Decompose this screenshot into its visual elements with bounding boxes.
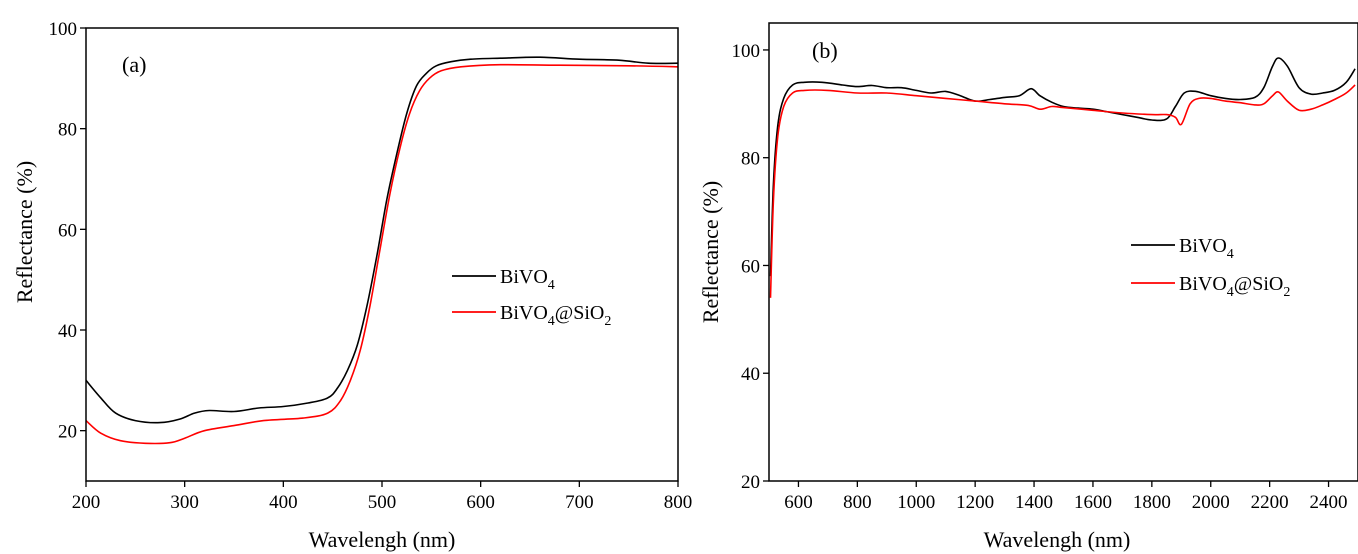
panel-a-plot-lines — [86, 56, 678, 445]
panel-b-series-bivo4-sio2-line — [769, 84, 1356, 298]
panel-b-x-tick-label: 1600 — [1074, 492, 1112, 513]
panel-b-x-tick-label: 1400 — [1015, 492, 1053, 513]
panel-b-y-tick-label: 40 — [741, 364, 760, 385]
panel-a-x-tick-label: 300 — [170, 492, 199, 513]
panel-b-x-tick-label: 600 — [784, 492, 813, 513]
panel-b-x-tick-label: 2400 — [1310, 492, 1348, 513]
panel-b-legend-label: BiVO4 — [1179, 235, 1234, 262]
panel-b-x-tick-label: 1200 — [956, 492, 994, 513]
panel-a-chart: 200 300 400 500 600 700 800 20 40 60 80 100 (a) Wav… — [12, 19, 692, 552]
panel-b-x-tick-label: 2200 — [1251, 492, 1289, 513]
panel-b-legend-label: BiVO4@SiO2 — [1179, 273, 1290, 300]
panel-a-x-tick-label: 400 — [269, 492, 298, 513]
panel-a-x-tick-label: 200 — [72, 492, 101, 513]
panel-b-legend: BiVO4 BiVO4@SiO2 — [1131, 235, 1290, 300]
panel-a-x-axis-title: Wavelengh (nm) — [309, 527, 456, 552]
panel-a-series-bivo4-sio2-line — [86, 63, 678, 445]
panel-b-x-axis-title: Wavelengh (nm) — [984, 527, 1131, 552]
panel-a-x-tick-label: 700 — [565, 492, 594, 513]
panel-b-y-axis-title: Reflectance (%) — [698, 181, 723, 323]
panel-a-x-tick-label: 600 — [466, 492, 495, 513]
panel-b-plot-frame — [768, 22, 1358, 482]
panel-a-x-tick-label: 500 — [368, 492, 397, 513]
panel-a-label: (a) — [122, 52, 146, 77]
panel-a-y-tick-label: 80 — [58, 120, 77, 141]
panel-a-legend: BiVO4 BiVO4@SiO2 — [452, 266, 611, 329]
panel-a-y-tick-label: 20 — [58, 422, 77, 443]
panel-b-chart: 600 800 1000 1200 1400 1600 1800 2000 2200 2400 20… — [698, 22, 1358, 552]
panel-b-y-tick-label: 100 — [732, 41, 761, 62]
panel-a-legend-label: BiVO4@SiO2 — [500, 302, 611, 329]
panel-a-x-tick-label: 800 — [664, 492, 693, 513]
panel-b-y-tick-label: 20 — [741, 472, 760, 493]
panel-a-y-axis-title: Reflectance (%) — [12, 161, 37, 303]
panel-a-legend-label: BiVO4 — [500, 266, 555, 293]
panel-b-x-tick-label: 800 — [843, 492, 872, 513]
panel-a-series-bivo4-line — [86, 56, 678, 424]
panel-a-plot-frame — [85, 27, 679, 482]
panel-b-plot-lines — [769, 57, 1356, 298]
panel-a-y-tick-label: 100 — [49, 19, 78, 40]
panel-b-x-tick-label: 1000 — [897, 492, 935, 513]
panel-b-x-tick-label: 1800 — [1133, 492, 1171, 513]
panel-b-series-bivo4-line — [769, 57, 1356, 277]
panel-b-y-tick-label: 80 — [741, 149, 760, 170]
panel-b-x-tick-label: 2000 — [1192, 492, 1230, 513]
panel-a-y-tick-label: 40 — [58, 321, 77, 342]
panel-b-label: (b) — [812, 38, 838, 63]
panel-b-y-tick-label: 60 — [741, 256, 760, 277]
panel-a-ticks: 200 300 400 500 600 700 800 20 40 60 80 100 — [49, 19, 693, 513]
panel-a-y-tick-label: 60 — [58, 220, 77, 241]
panel-b-ticks: 600 800 1000 1200 1400 1600 1800 2000 2200 2400 20… — [732, 41, 1348, 513]
